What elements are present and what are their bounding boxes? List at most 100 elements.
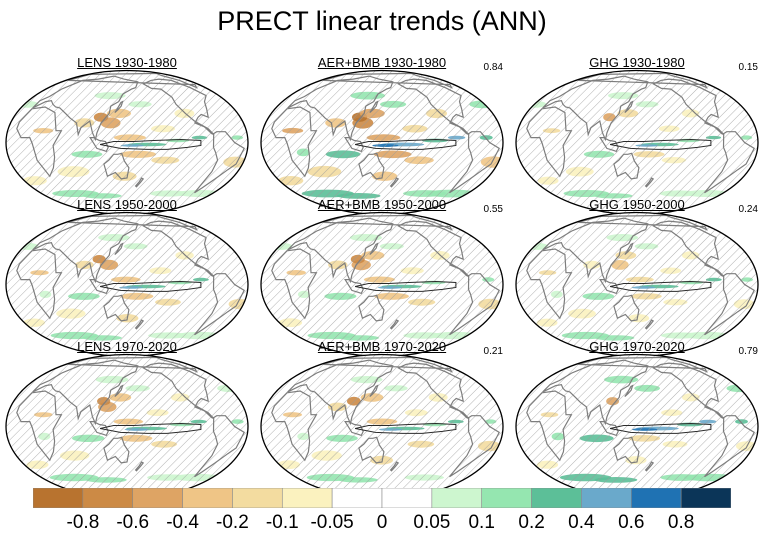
panel-title: AER+BMB 1930-1980 <box>317 55 447 70</box>
colorbar-tick-label: 0.05 <box>413 512 451 533</box>
coastline <box>599 279 619 295</box>
panel-title: LENS 1930-1980 <box>77 55 177 70</box>
coastline <box>16 106 63 178</box>
coastline <box>526 106 573 178</box>
figure-title: PRECT linear trends (ANN) <box>217 6 547 36</box>
climatology-contour <box>609 280 712 292</box>
coastline <box>369 100 379 113</box>
colorbar-tick-label: -0.8 <box>66 512 100 533</box>
coastline <box>599 137 619 153</box>
coastline <box>542 359 649 426</box>
colorbar-swatch <box>481 488 532 508</box>
colorbar-tick-label: 0.1 <box>468 512 495 533</box>
coastline <box>624 100 634 113</box>
coastline <box>369 242 379 255</box>
colorbar-swatch <box>331 488 383 508</box>
coastline <box>142 220 215 278</box>
colorbar-swatch <box>531 488 582 508</box>
world-map <box>5 211 249 358</box>
coastline <box>323 214 453 231</box>
significance-hatching <box>6 354 248 499</box>
coastline <box>389 461 400 472</box>
map-layer <box>261 70 503 215</box>
climatology-contour <box>354 280 457 292</box>
colorbar-swatch <box>281 488 333 508</box>
pattern-correlation: 0.55 <box>483 204 503 215</box>
panel-title: GHG 1930-1980 <box>589 55 685 70</box>
colorbar-tick-label: -0.1 <box>265 512 299 533</box>
map-layer <box>516 354 758 499</box>
coastline <box>526 248 573 320</box>
coastline <box>287 75 394 142</box>
map-layer <box>6 212 248 357</box>
coastline <box>344 279 364 295</box>
colorbar-tick-label: 0.8 <box>667 512 695 533</box>
pattern-correlation: 0.79 <box>738 346 758 357</box>
map-layer <box>6 354 248 499</box>
world-map <box>5 353 249 500</box>
colorbar-tick-label: 0.6 <box>618 512 645 533</box>
coastline <box>526 390 573 462</box>
coastline <box>613 294 640 322</box>
coastline <box>142 362 215 420</box>
map-layer <box>261 354 503 499</box>
coastline <box>449 415 500 478</box>
coastline <box>704 131 755 194</box>
coastline <box>68 214 198 231</box>
world-map <box>5 69 249 216</box>
coastline <box>194 415 245 478</box>
coastline <box>323 356 453 373</box>
coastline <box>644 461 655 472</box>
coastline <box>652 220 725 278</box>
coastline <box>194 131 245 194</box>
coastline <box>134 319 145 330</box>
map-layer <box>6 70 248 215</box>
coastline <box>134 177 145 188</box>
world-map <box>515 353 759 500</box>
coastline <box>142 78 215 136</box>
climatology-contour <box>354 422 457 434</box>
colorbar-tick-label: 0.2 <box>518 512 545 533</box>
panel-title: LENS 1950-2000 <box>77 197 177 212</box>
coastline <box>613 152 640 180</box>
map-layer <box>516 70 758 215</box>
coastline <box>114 384 124 397</box>
coastline <box>578 214 708 231</box>
coastline <box>271 390 318 462</box>
colorbar-swatch <box>431 488 483 508</box>
colorbar-swatch <box>630 488 682 508</box>
coastline <box>644 319 655 330</box>
coastline <box>578 72 708 89</box>
coastline <box>103 436 130 464</box>
climatology-contour <box>99 422 202 434</box>
coastline <box>358 294 385 322</box>
map-panel: AER+BMB 1950-2000 0.55 <box>259 197 505 359</box>
map-panel: GHG 1950-2000 0.24 <box>514 197 760 359</box>
colorbar-tick-label: -0.6 <box>116 512 150 533</box>
significance-hatching <box>261 354 503 499</box>
significance-hatching <box>516 354 758 499</box>
map-panel: LENS 1970-2020 <box>4 339 250 501</box>
coastline <box>449 131 500 194</box>
coastline <box>89 137 109 153</box>
coastline <box>194 273 245 336</box>
map-panel: GHG 1930-1980 0.15 <box>514 55 760 217</box>
coastline <box>389 319 400 330</box>
climatology-contour <box>354 138 457 150</box>
coastline <box>32 75 139 142</box>
coastline <box>644 177 655 188</box>
coastline <box>652 362 725 420</box>
coastline <box>68 72 198 89</box>
climatology-contour <box>99 138 202 150</box>
colorbar-swatch <box>82 488 134 508</box>
coastline <box>704 415 755 478</box>
colorbar-swatch <box>33 488 84 508</box>
coastline <box>344 421 364 437</box>
colorbar-tick-label: -0.4 <box>166 512 199 533</box>
world-map <box>515 211 759 358</box>
colorbar-tick-label: -0.05 <box>310 512 354 533</box>
world-map <box>515 69 759 216</box>
climatology-contour <box>99 280 202 292</box>
map-panel: AER+BMB 1930-1980 0.84 <box>259 55 505 217</box>
coastline <box>613 436 640 464</box>
